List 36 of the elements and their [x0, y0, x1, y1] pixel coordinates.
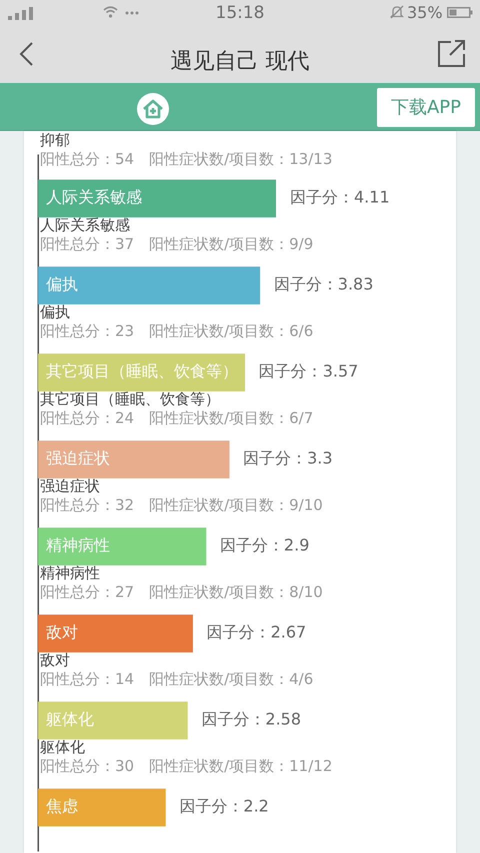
- bar: [38, 614, 193, 652]
- data-label: 因子分：3.83: [274, 274, 374, 294]
- y-tick-label: 焦虑: [46, 796, 78, 816]
- data-label: 因子分：3.57: [258, 362, 358, 381]
- annotation: 阳性总分：54 阳性症状数/项目数：13/13: [40, 150, 332, 168]
- data-label: 因子分：2.67: [206, 622, 306, 642]
- annotation: 阳性总分：23 阳性症状数/项目数：6/6: [40, 322, 314, 340]
- annotation: 阳性总分：27 阳性症状数/项目数：8/10: [40, 582, 323, 601]
- data-label: 因子分：2.2: [179, 796, 269, 816]
- data-label: 因子分：4.11: [290, 188, 390, 207]
- y-tick-label: 其它项目（睡眠、饮食等）: [46, 362, 238, 381]
- y-tick-label: 偏执: [46, 274, 78, 294]
- bar: [38, 702, 188, 740]
- y-tick-label: 精神病性: [46, 536, 110, 555]
- data-label: 因子分：2.9: [220, 536, 310, 555]
- bar: [38, 788, 166, 826]
- y-tick-label: 躯体化: [46, 710, 94, 729]
- bar: [38, 180, 276, 218]
- text: 35%: [407, 3, 443, 23]
- text: 15:18: [214, 3, 266, 23]
- download-button: 下载APP: [377, 88, 475, 127]
- annotation: 阳性总分：32 阳性症状数/项目数：9/10: [40, 496, 323, 514]
- annotation: 阳性总分：37 阳性症状数/项目数：9/9: [40, 234, 314, 253]
- annotation: 阳性总分：24 阳性症状数/项目数：6/7: [40, 408, 314, 427]
- bar: [38, 440, 230, 478]
- annotation: 阳性总分：14 阳性症状数/项目数：4/6: [40, 670, 314, 688]
- data-label: 因子分：2.58: [201, 710, 302, 729]
- y-tick-label: 强迫症状: [46, 448, 110, 468]
- bar: [38, 266, 260, 304]
- y-tick-label: 敌对: [46, 622, 78, 642]
- y-tick-label: 人际关系敏感: [46, 188, 142, 207]
- annotation: 阳性总分：30 阳性症状数/项目数：11/12: [40, 756, 332, 775]
- chart-title: 遇见自己 现代: [170, 48, 310, 76]
- data-label: 因子分：3.3: [243, 448, 333, 468]
- bar: [38, 528, 206, 566]
- text: 抑郁: [40, 130, 70, 149]
